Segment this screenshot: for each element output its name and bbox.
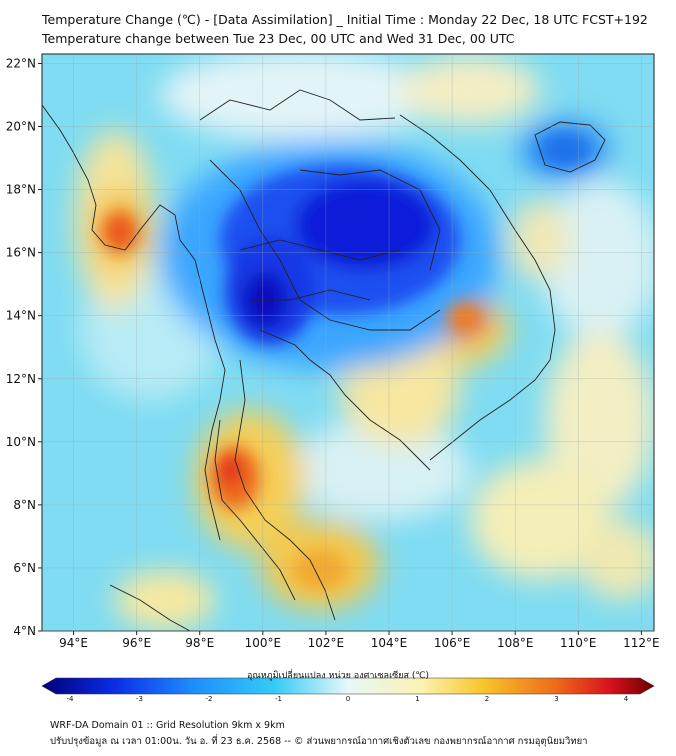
colorbar-tick-label: 3 (554, 695, 558, 703)
lat-tick-label: 20°N (6, 120, 36, 134)
colorbar (41, 677, 655, 695)
coastlines (42, 89, 606, 631)
lon-tick-label: 106°E (434, 636, 471, 650)
map-subtitle: Temperature change between Tue 23 Dec, 0… (42, 31, 515, 46)
lat-tick-label: 8°N (13, 498, 36, 512)
colorbar-tick-label: -2 (206, 695, 213, 703)
lon-tick-label: 100°E (245, 636, 282, 650)
lat-tick-label: 14°N (6, 309, 36, 323)
temperature-field (42, 54, 654, 631)
lon-tick-label: 104°E (371, 636, 408, 650)
lat-tick-label: 4°N (13, 624, 36, 638)
lon-tick-label: 102°E (308, 636, 345, 650)
colorbar-label: อุณหภูมิเปลี่ยนแปลง หน่วย องศาเซลเซียส (… (246, 671, 430, 681)
lat-tick-label: 22°N (6, 56, 36, 70)
graticule (42, 54, 654, 632)
lon-tick-label: 94°E (59, 636, 88, 650)
lat-tick-label: 18°N (6, 183, 36, 197)
colorbar-tick-label: -1 (275, 695, 282, 703)
colorbar-tick-label: 1 (415, 695, 419, 703)
lat-tick-label: 12°N (6, 372, 36, 386)
colorbar-tick-label: -4 (67, 695, 75, 703)
lon-tick-label: 98°E (185, 636, 214, 650)
longitude-axis: 94°E 96°E 98°E 100°E 102°E 104°E 106°E 108°E 110… (59, 631, 660, 650)
map-title: Temperature Change (℃) - [Data Assimilat… (42, 12, 648, 27)
colorbar-tick-label: 2 (485, 695, 489, 703)
lat-tick-label: 16°N (6, 246, 36, 260)
footer-domain-info: WRF-DA Domain 01 :: Grid Resolution 9km … (50, 720, 285, 731)
lon-tick-label: 110°E (560, 636, 597, 650)
colorbar-ticks: -4 -3 -2 -1 0 1 2 3 4 (67, 695, 629, 703)
latitude-axis: 4°N 6°N 8°N 10°N 12°N 14°N 16°N 18°N 20°N 22°N (6, 56, 42, 638)
colorbar-tick-label: 4 (624, 695, 629, 703)
colorbar-tick-label: 0 (346, 695, 350, 703)
lon-tick-label: 112°E (623, 636, 660, 650)
lat-tick-label: 10°N (6, 435, 36, 449)
lon-tick-label: 108°E (497, 636, 534, 650)
lat-tick-label: 6°N (13, 561, 36, 575)
footer-credit: ปรับปรุงข้อมูล ณ เวลา 01:00น. วัน อ. ที่… (50, 736, 588, 747)
colorbar-tick-label: -3 (136, 695, 143, 703)
lon-tick-label: 96°E (122, 636, 151, 650)
